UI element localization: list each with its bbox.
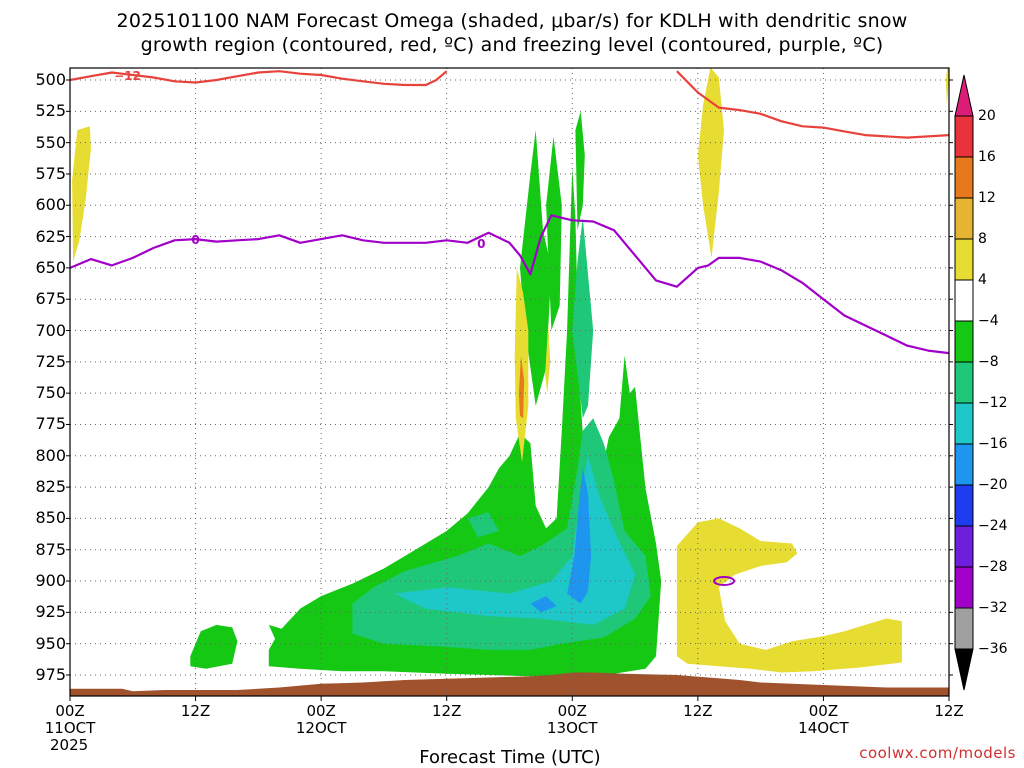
- y-tick-label: 750: [35, 383, 66, 403]
- colorbar: [954, 74, 974, 691]
- x-tick-label: 12Z: [180, 702, 211, 720]
- shade-yellow-left-column: [72, 126, 91, 262]
- colorbar-label: 8: [978, 231, 987, 247]
- y-tick-label: 500: [35, 70, 66, 89]
- colorbar-segment: [954, 361, 974, 404]
- x-tick-label: 00Z: [557, 702, 587, 720]
- colorbar-label: −4: [978, 313, 999, 329]
- y-tick-label: 675: [35, 289, 66, 309]
- terrain-ground: [70, 672, 949, 696]
- colorbar-segment: [954, 525, 974, 568]
- x-tick-label: 2025: [50, 736, 89, 754]
- x-tick-label: 00Z: [55, 702, 85, 720]
- y-tick-label: 625: [35, 226, 66, 246]
- y-tick-label: 600: [35, 195, 66, 215]
- y-tick-label: 575: [35, 163, 66, 183]
- colorbar-label: 16: [978, 149, 996, 165]
- omega-shading: [70, 68, 949, 696]
- colorbar-segment: [954, 197, 974, 240]
- colorbar-cap-bottom: [954, 648, 974, 691]
- shade-green-left-edge: [268, 624, 290, 644]
- colorbar-label: 20: [978, 108, 996, 124]
- y-tick-label: 700: [35, 320, 66, 340]
- colorbar-label: 4: [978, 272, 987, 288]
- shade-blue-core: [567, 468, 592, 604]
- y-tick-label: 775: [35, 414, 66, 434]
- x-tick-label: 14OCT: [798, 719, 849, 737]
- x-tick-label: 11OCT: [44, 719, 96, 737]
- x-tick-label: 00Z: [808, 702, 839, 720]
- y-tick-label: 650: [35, 257, 66, 277]
- y-tick-label: 525: [35, 101, 66, 121]
- shade-yellow-thin: [545, 324, 551, 394]
- contour-line-0: [70, 70, 448, 87]
- shade-teal-upper: [572, 217, 594, 419]
- colorbar-segment: [954, 607, 974, 650]
- colorbar-segment: [954, 402, 974, 445]
- colorbar-cap-top: [954, 74, 974, 117]
- plot-frame: [69, 67, 950, 697]
- colorbar-label: −36: [978, 641, 1008, 657]
- shade-green-left-blob: [190, 624, 238, 669]
- y-tick-label: 950: [35, 633, 66, 653]
- colorbar-segment: [954, 566, 974, 609]
- colorbar-segment: [954, 484, 974, 527]
- shade-yellow-column-right: [697, 68, 724, 258]
- y-tick-label: 800: [35, 445, 66, 465]
- chart-title-line-1: 2025101100 NAM Forecast Omega (shaded, μ…: [116, 10, 908, 32]
- colorbar-segment: [954, 115, 974, 158]
- x-tick-label: 13OCT: [547, 719, 598, 737]
- y-tick-label: 725: [35, 351, 66, 371]
- y-tick-label: 975: [35, 665, 66, 684]
- contour-lines: −12 0 0: [70, 69, 949, 587]
- colorbar-label: −20: [978, 477, 1008, 493]
- source-credit: coolwx.com/models: [859, 744, 1016, 762]
- freezing-contour-label: 0: [191, 233, 199, 247]
- colorbar-label: −8: [978, 354, 999, 370]
- freezing-contour-label-2: 0: [477, 237, 485, 251]
- y-tick-label: 900: [35, 571, 66, 591]
- contour-line-1: [676, 70, 949, 139]
- colorbar-label: −28: [978, 559, 1008, 575]
- shade-green-tower-right: [575, 111, 585, 231]
- contour-line-2: [70, 214, 949, 355]
- x-tick-label: 12Z: [432, 702, 462, 720]
- x-axis-title: Forecast Time (UTC): [419, 747, 601, 768]
- colorbar-label: −24: [978, 518, 1008, 534]
- colorbar-label: −12: [978, 395, 1008, 411]
- y-tick-label: 825: [35, 477, 66, 497]
- x-tick-label: 12OCT: [295, 719, 347, 737]
- colorbar-segment: [954, 156, 974, 199]
- x-tick-label: 12Z: [934, 702, 964, 720]
- colorbar-segment: [954, 320, 974, 363]
- shade-green-tower-mid: [546, 136, 562, 331]
- y-tick-label: 550: [35, 132, 66, 152]
- axis-ticks: [66, 79, 953, 701]
- colorbar-segment: [954, 279, 974, 322]
- colorbar-label: 12: [978, 190, 996, 206]
- shade-blue-small: [530, 596, 557, 613]
- colorbar-segment: [954, 443, 974, 486]
- y-tick-label: 925: [35, 602, 66, 622]
- colorbar-segment: [954, 238, 974, 281]
- shade-yellow-far-right: [945, 68, 949, 106]
- shade-yellow-lower-right: [676, 518, 902, 673]
- chart-title-line-2: growth region (contoured, red, ºC) and f…: [140, 34, 884, 56]
- x-tick-label: 12Z: [683, 702, 713, 720]
- shade-orange-core: [518, 355, 525, 419]
- dgz-contour-label: −12: [114, 69, 141, 83]
- freezing-level-loop: [713, 576, 736, 587]
- y-tick-label: 850: [35, 508, 66, 528]
- y-tick-label: 875: [35, 539, 66, 559]
- colorbar-label: −16: [978, 436, 1008, 452]
- colorbar-label: −32: [978, 600, 1008, 616]
- x-tick-label: 00Z: [306, 702, 336, 720]
